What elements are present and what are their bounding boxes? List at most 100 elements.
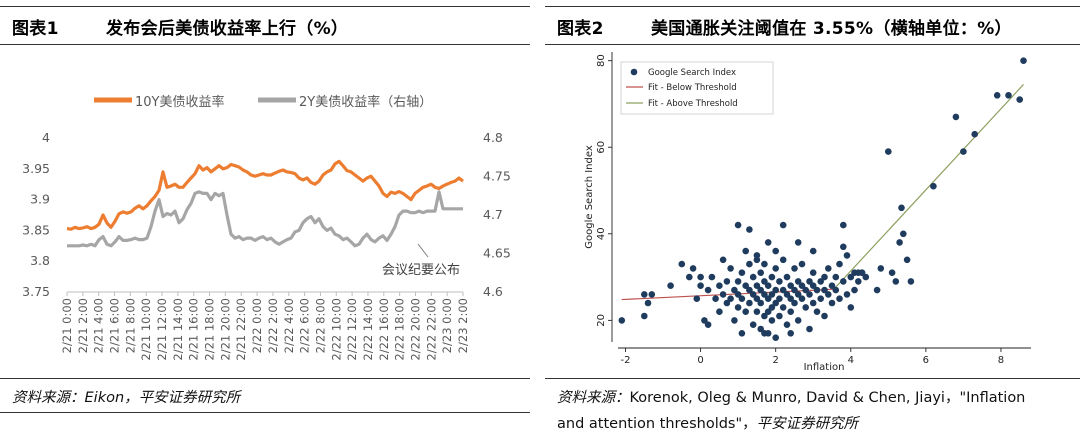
- figure-number: 图表2: [557, 19, 604, 39]
- scatter-point: [885, 148, 892, 155]
- axes: 20 40 60 80 -2 0 2 4 6 8: [596, 52, 1031, 366]
- scatter-point: [821, 273, 828, 281]
- scatter-point: [708, 273, 716, 281]
- scatter-point: [832, 273, 840, 281]
- scatter-point: [742, 247, 749, 255]
- x-tick-label: 2/21 4:00: [92, 298, 106, 353]
- scatter-point: [764, 308, 772, 316]
- scatter-point: [809, 282, 817, 289]
- fit-line-above: [833, 84, 1024, 290]
- scatter-point: [828, 299, 836, 307]
- annotation-text: 会议纪要公布: [382, 263, 460, 278]
- scatter-point: [806, 278, 813, 285]
- scatter-point: [749, 273, 757, 281]
- scatter-point: [1020, 57, 1027, 64]
- scatter-point: [734, 304, 742, 311]
- scatter-point: [749, 291, 757, 298]
- x-tick-label: 2/21 18:00: [203, 298, 217, 361]
- scatter-point: [779, 256, 787, 264]
- scatter-point: [840, 221, 847, 229]
- series-line-2y: [67, 190, 463, 248]
- scatter-point: [746, 299, 753, 307]
- source-top-rule: [0, 378, 530, 379]
- x-tick-label: 2/22 0:00: [250, 298, 264, 353]
- scatter-point: [794, 239, 802, 246]
- x-axis: 2/21 0:00 2/21 2:00 2/21 4:00 2/21 6:00 2/21…: [60, 291, 470, 361]
- source-label: 资料来源：: [12, 390, 85, 406]
- top-rule: [0, 6, 530, 7]
- legend-label-above: Fit - Above Threshold: [648, 99, 738, 109]
- figure-title-text: 美国通胀关注阈值在 3.55%（横轴单位：%）: [651, 19, 1012, 39]
- y-tick-label-right: 4.7: [483, 207, 503, 222]
- scatter-point: [802, 304, 809, 311]
- scatter-point: [712, 295, 719, 302]
- scatter-point: [840, 278, 847, 285]
- scatter-point: [772, 247, 779, 255]
- scatter-point: [791, 299, 798, 307]
- y-tick-label: 40: [596, 227, 607, 240]
- scatter-point: [719, 291, 727, 298]
- scatter-point: [761, 330, 768, 337]
- scatter-point: [753, 308, 761, 316]
- scatter-point: [757, 269, 764, 276]
- scatter-point: [877, 265, 885, 272]
- scatter-point: [749, 321, 757, 329]
- scatter-point: [618, 317, 626, 324]
- x-tick-label: 2/21 8:00: [123, 298, 137, 353]
- scatter-point: [888, 269, 896, 276]
- scatter-point: [930, 182, 937, 190]
- scatter-point: [907, 278, 915, 285]
- y-axis-label: Google Search Index: [584, 145, 595, 249]
- scatter-point: [704, 286, 712, 294]
- legend-label-10y: 10Y美债收益率: [135, 94, 224, 110]
- x-tick-label: 6: [923, 355, 929, 366]
- legend-box: [620, 61, 774, 115]
- x-tick-label: 2: [773, 355, 779, 366]
- x-tick-label: 2/21 22:00: [234, 298, 248, 361]
- scatter-point: [734, 221, 742, 229]
- scatter-point: [738, 269, 746, 276]
- source-bottom-rule: [0, 412, 530, 413]
- x-tick-label: 2/22 20:00: [408, 298, 422, 361]
- scatter-point: [689, 265, 697, 272]
- x-tick-label: 2/21 16:00: [187, 298, 201, 361]
- x-tick-label: 2/22 12:00: [345, 298, 359, 361]
- scatter-point: [697, 273, 704, 281]
- scatter-point: [794, 291, 802, 298]
- scatter-point: [746, 226, 753, 233]
- scatter-point: [746, 286, 753, 294]
- figure-title: 图表1 发布会后美债收益率上行（%）: [12, 14, 348, 39]
- scatter-point: [809, 269, 817, 276]
- scatter-point: [806, 291, 813, 298]
- scatter-point: [832, 286, 840, 294]
- scatter-point: [667, 282, 674, 289]
- x-tick-label: 2/22 10:00: [329, 298, 343, 361]
- scatter-point: [779, 286, 787, 294]
- scatter-point: [817, 278, 824, 285]
- legend-label-points: Google Search Index: [648, 68, 736, 78]
- source-text-2: and attention thresholds"，: [557, 416, 757, 432]
- scatter-point: [836, 295, 843, 302]
- scatter-point: [960, 148, 967, 155]
- source-note: 资料来源：Eikon，平安证券研究所: [12, 385, 240, 411]
- y-tick-label-left: 4: [42, 130, 50, 145]
- scatter-point: [794, 278, 802, 285]
- scatter-point: [825, 265, 832, 272]
- x-tick-label: 2/22 18:00: [393, 298, 407, 361]
- scatter-point: [858, 269, 866, 276]
- scatter-point: [734, 291, 742, 298]
- scatter-point: [772, 265, 779, 272]
- scatter-point: [761, 312, 768, 320]
- x-tick-label: 2/21 10:00: [139, 298, 153, 361]
- figure-1: 图表1 发布会后美债收益率上行（%） 10Y美债收益率 2Y美债收益率（右轴） 3…: [0, 0, 530, 445]
- x-tick-label: 2/21 6:00: [108, 298, 122, 353]
- x-tick-label: 2/21 0:00: [60, 298, 74, 353]
- source-text: Eikon，平安证券研究所: [84, 390, 241, 406]
- scatter-point: [836, 260, 843, 268]
- scatter-point: [776, 278, 783, 285]
- scatter-point: [847, 273, 855, 281]
- scatter-point: [693, 295, 701, 302]
- scatter-point: [798, 260, 806, 268]
- y-tick-label-left: 3.85: [22, 222, 50, 237]
- scatter-point: [686, 273, 693, 281]
